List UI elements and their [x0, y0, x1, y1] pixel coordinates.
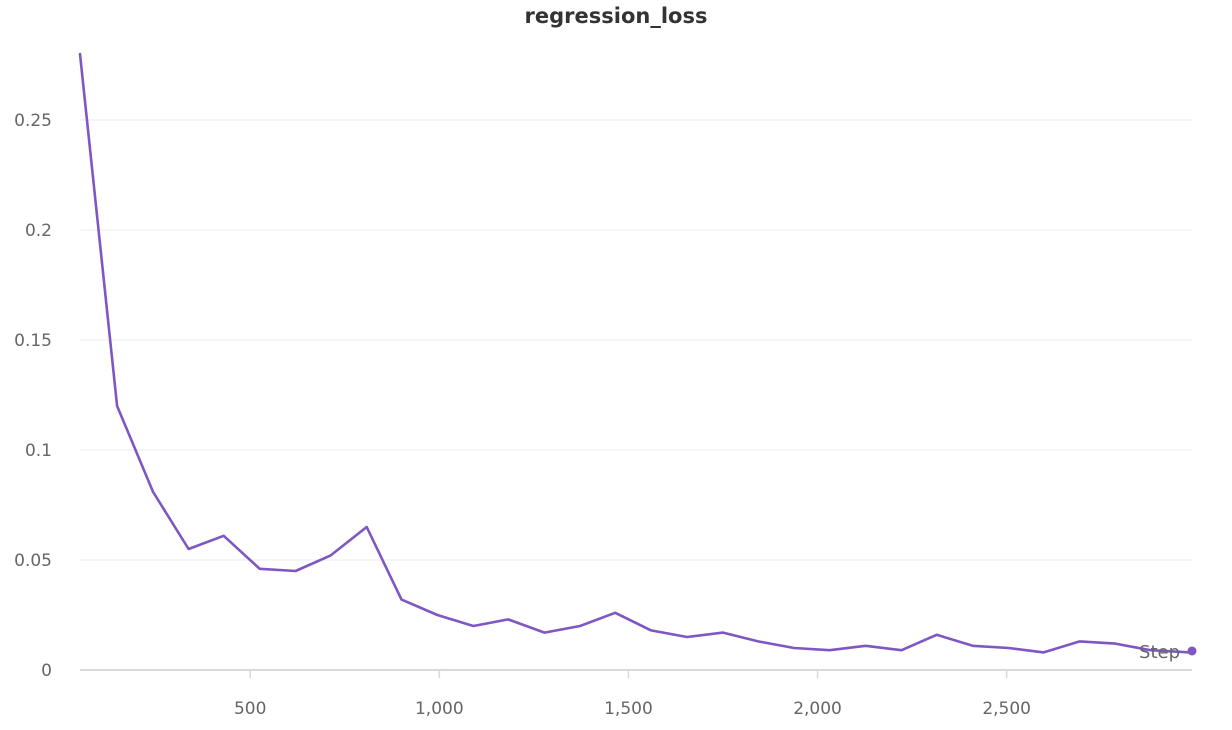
y-tick-label: 0 [41, 661, 52, 681]
data-point [864, 645, 866, 647]
y-tick-label: 0.25 [14, 111, 52, 131]
data-point [686, 636, 688, 638]
data-point [1007, 647, 1009, 649]
series-line [78, 52, 1192, 654]
data-point [650, 629, 652, 631]
data-point [900, 649, 902, 651]
data-point [757, 640, 759, 642]
x-tick-label: 2,500 [982, 699, 1031, 719]
data-point [507, 618, 509, 620]
data-point [722, 631, 724, 633]
x-axis-label-dot [1187, 646, 1197, 656]
data-point [294, 570, 296, 572]
data-point [543, 631, 545, 633]
data-point [828, 649, 830, 651]
axis-layer [80, 669, 1192, 678]
data-point [971, 645, 973, 647]
y-tick-label: 0.1 [25, 441, 52, 461]
data-point [400, 598, 402, 600]
data-point [472, 625, 474, 627]
data-point [579, 625, 581, 627]
data-point [1078, 640, 1080, 642]
data-point [365, 526, 367, 528]
chart-title: regression_loss [524, 4, 708, 28]
data-point [793, 647, 795, 649]
data-point [329, 554, 331, 556]
data-point [79, 53, 81, 55]
series-layer [78, 52, 1192, 654]
x-tick-label: 1,000 [415, 699, 464, 719]
data-point [116, 405, 118, 407]
x-tick-label: 1,500 [604, 699, 653, 719]
x-tick-label: 500 [234, 699, 266, 719]
data-point [436, 614, 438, 616]
data-point [1043, 651, 1045, 653]
x-tick-label: 2,000 [793, 699, 842, 719]
y-tick-label: 0.2 [25, 221, 52, 241]
data-point [223, 535, 225, 537]
grid-layer [80, 119, 1192, 561]
data-point [1114, 642, 1116, 644]
data-point [614, 612, 616, 614]
label-layer: 0 0.05 0.1 0.15 0.2 0.25 500 1,000 1,500 2,000 2,5… [14, 111, 1197, 719]
y-tick-label: 0.05 [14, 551, 52, 571]
data-point [258, 568, 260, 570]
data-point [152, 491, 154, 493]
x-axis-label: Step [1139, 642, 1180, 663]
data-point [935, 634, 937, 636]
data-point [187, 548, 189, 550]
y-tick-label: 0.15 [14, 331, 52, 351]
